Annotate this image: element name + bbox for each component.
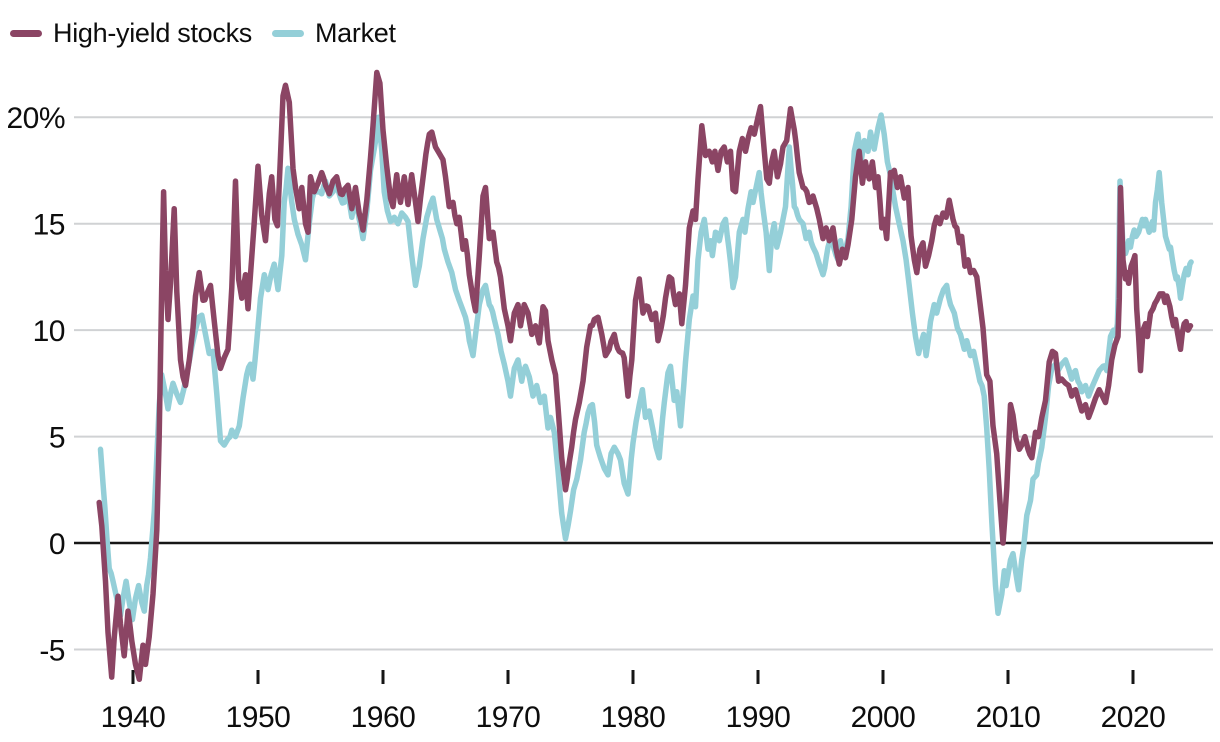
- x-tick-label: 1950: [226, 701, 291, 734]
- y-tick-label: 0: [49, 528, 65, 561]
- legend-swatch-market: [271, 29, 304, 37]
- x-tick-label: 1940: [101, 701, 166, 734]
- series-line-high-yield-stocks: [96, 69, 1194, 683]
- x-tick-label: 1990: [726, 701, 791, 734]
- x-tick-label: 1970: [476, 701, 541, 734]
- legend: High-yield stocks Market: [10, 18, 396, 48]
- x-tick-label: 1980: [601, 701, 666, 734]
- legend-item-market: Market: [271, 17, 396, 49]
- legend-label-high-yield-stocks: High-yield stocks: [53, 17, 252, 48]
- legend-label-market: Market: [314, 17, 396, 48]
- y-tick-label: 20%: [6, 102, 65, 135]
- series-line-market: [97, 112, 1194, 623]
- x-tick-label: 2000: [851, 701, 916, 734]
- y-tick-label: 5: [49, 422, 65, 455]
- x-tick-label: 1960: [351, 701, 416, 734]
- y-tick-label: 15: [33, 209, 65, 242]
- y-tick-label: 10: [33, 315, 65, 348]
- legend-swatch-high-yield-stocks: [10, 29, 42, 37]
- legend-item-high-yield-stocks: High-yield stocks: [10, 18, 252, 49]
- x-tick-label: 2020: [1101, 701, 1166, 734]
- x-tick-label: 2010: [976, 701, 1041, 734]
- y-tick-label: -5: [39, 635, 65, 668]
